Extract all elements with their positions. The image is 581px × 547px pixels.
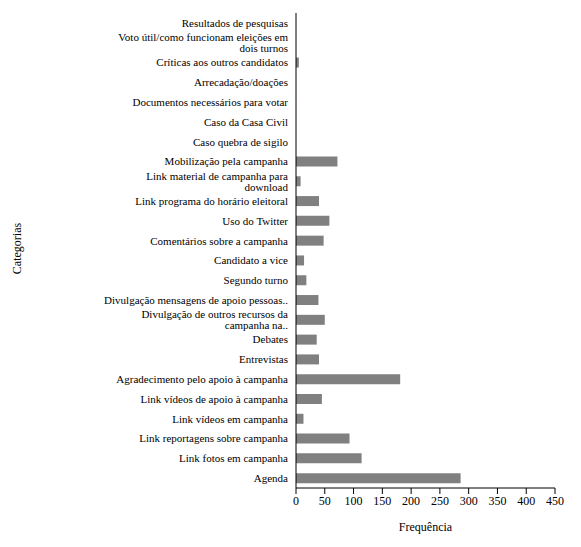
svg-text:Debates: Debates: [253, 333, 288, 345]
svg-text:Segundo turno: Segundo turno: [224, 274, 289, 286]
svg-text:Divulgação de outros recursos: Divulgação de outros recursos dacampanha…: [141, 308, 288, 331]
svg-text:250: 250: [431, 494, 449, 508]
svg-text:Link vídeos em campanha: Link vídeos em campanha: [172, 413, 288, 425]
svg-text:Mobilização pela campanha: Mobilização pela campanha: [165, 155, 289, 167]
svg-text:Críticas aos outros candidatos: Críticas aos outros candidatos: [156, 56, 288, 68]
svg-text:Divulgação mensagens de apoio: Divulgação mensagens de apoio pessoas..: [104, 294, 288, 306]
svg-text:100: 100: [345, 494, 363, 508]
svg-text:Voto útil/como funcionam eleiç: Voto útil/como funcionam eleições emdois…: [118, 31, 288, 54]
svg-text:Arrecadação/doações: Arrecadação/doações: [194, 76, 288, 88]
svg-text:350: 350: [488, 494, 506, 508]
svg-text:Frequência: Frequência: [399, 520, 453, 534]
svg-text:Uso do Twitter: Uso do Twitter: [222, 215, 288, 227]
svg-text:150: 150: [373, 494, 391, 508]
svg-text:Documentos necessários para vo: Documentos necessários para votar: [133, 96, 289, 108]
svg-text:Link material de campanha para: Link material de campanha paradownload: [146, 170, 288, 193]
svg-text:Caso quebra de sigilo: Caso quebra de sigilo: [193, 136, 289, 148]
svg-text:200: 200: [402, 494, 420, 508]
svg-text:Caso da Casa Civil: Caso da Casa Civil: [204, 116, 288, 128]
svg-text:450: 450: [546, 494, 564, 508]
svg-text:Link programa do horário eleit: Link programa do horário eleitoral: [135, 195, 288, 207]
html-text:Categorias: Categorias: [10, 222, 25, 274]
svg-text:Link fotos em campanha: Link fotos em campanha: [179, 452, 288, 464]
svg-text:400: 400: [517, 494, 535, 508]
svg-text:Agenda: Agenda: [254, 472, 288, 484]
svg-text:Candidato a vice: Candidato a vice: [214, 254, 288, 266]
svg-text:Comentários sobre a campanha: Comentários sobre a campanha: [150, 235, 288, 247]
svg-text:300: 300: [460, 494, 478, 508]
svg-text:0: 0: [293, 494, 299, 508]
svg-text:Entrevistas: Entrevistas: [239, 353, 288, 365]
svg-text:Link vídeos de apoio à campanh: Link vídeos de apoio à campanha: [140, 393, 288, 405]
svg-text:Agradecimento pelo apoio à cam: Agradecimento pelo apoio à campanha: [116, 373, 288, 385]
svg-text:Link reportagens sobre campanh: Link reportagens sobre campanha: [139, 432, 288, 444]
svg-text:Resultados de pesquisas: Resultados de pesquisas: [182, 17, 288, 29]
svg-text:50: 50: [319, 494, 331, 508]
